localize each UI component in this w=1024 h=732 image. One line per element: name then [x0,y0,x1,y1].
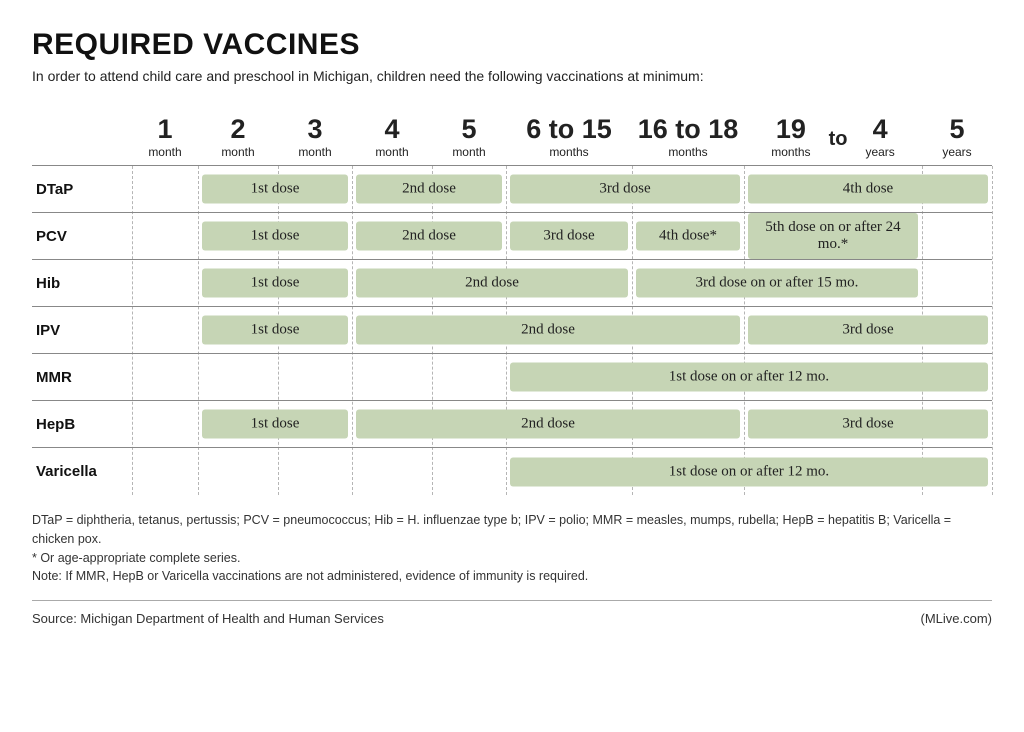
cell [198,448,278,495]
cell [278,354,352,400]
row-label: HepB [32,416,132,433]
dose-box: 1st dose [202,175,348,204]
header-col-5: 6 to 15months [506,112,632,165]
header-col-0: 1month [132,112,198,165]
dose-box: 1st dose [202,316,348,345]
dose-box: 2nd dose [356,269,628,298]
chart-body: DTaP 1st dose 2nd dose 3rd dose 4th dose PCV 1… [32,166,992,495]
header-col-6: 16 to 18months [632,112,744,165]
row-pcv: PCV 1st dose 2nd dose 3rd dose 4th dose* 5th … [32,213,992,260]
footnotes: DTaP = diphtheria, tetanus, pertussis; P… [32,511,992,601]
dose-box: 1st dose on or after 12 mo. [510,363,988,392]
cell [432,448,506,495]
row-label: Varicella [32,463,132,480]
cell [132,213,198,259]
header-col-8: 5years [922,112,992,165]
dose-box: 3rd dose [510,222,628,251]
bottom-row: Source: Michigan Department of Health an… [32,611,992,626]
dose-box: 5th dose on or after 24 mo.* [748,213,918,259]
dose-box: 1st dose on or after 12 mo. [510,457,988,486]
cell [132,354,198,400]
row-label: DTaP [32,181,132,198]
header-col-4: 5month [432,112,506,165]
dose-box: 3rd dose [510,175,740,204]
header-col-3: 4month [352,112,432,165]
cell [132,448,198,495]
dose-box: 2nd dose [356,316,740,345]
cell [352,354,432,400]
cell [922,260,992,306]
cell [132,307,198,353]
cell [922,213,992,259]
row-ipv: IPV 1st dose 2nd dose 3rd dose [32,307,992,354]
header-col-2: 3month [278,112,352,165]
cell [132,166,198,212]
row-label: IPV [32,322,132,339]
row-label: PCV [32,228,132,245]
credit-text: (MLive.com) [920,611,992,626]
header-row: 1month2month3month4month5month6 to 15mon… [32,112,992,166]
row-label: Hib [32,275,132,292]
cell [132,401,198,447]
cell [132,260,198,306]
dose-box: 4th dose* [636,222,740,251]
row-mmr: MMR 1st dose on or after 12 mo. [32,354,992,401]
dose-box: 4th dose [748,175,988,204]
dose-box: 3rd dose on or after 15 mo. [636,269,918,298]
dose-box: 1st dose [202,269,348,298]
chart-title: REQUIRED VACCINES [32,28,992,62]
cell [432,354,506,400]
footnote-star: * Or age-appropriate complete series. [32,549,992,568]
dose-box: 2nd dose [356,175,502,204]
row-label: MMR [32,369,132,386]
row-hepb: HepB 1st dose 2nd dose 3rd dose [32,401,992,448]
row-dtap: DTaP 1st dose 2nd dose 3rd dose 4th dose [32,166,992,213]
header-col-7: 19monthsto4years [744,112,922,165]
footnote-note: Note: If MMR, HepB or Varicella vaccinat… [32,567,992,586]
dose-box: 3rd dose [748,316,988,345]
row-hib: Hib 1st dose 2nd dose 3rd dose on or after … [32,260,992,307]
cell [352,448,432,495]
vaccine-schedule-chart: 1month2month3month4month5month6 to 15mon… [32,112,992,495]
header-blank [32,112,132,165]
source-text: Source: Michigan Department of Health an… [32,611,384,626]
row-varicella: Varicella 1st dose on or after 12 mo. [32,448,992,495]
dose-box: 2nd dose [356,222,502,251]
dose-box: 1st dose [202,222,348,251]
cell [278,448,352,495]
cell [198,354,278,400]
dose-box: 3rd dose [748,410,988,439]
chart-subtitle: In order to attend child care and presch… [32,68,992,84]
dose-box: 1st dose [202,410,348,439]
dose-box: 2nd dose [356,410,740,439]
header-col-1: 2month [198,112,278,165]
footnote-abbrev: DTaP = diphtheria, tetanus, pertussis; P… [32,511,992,549]
